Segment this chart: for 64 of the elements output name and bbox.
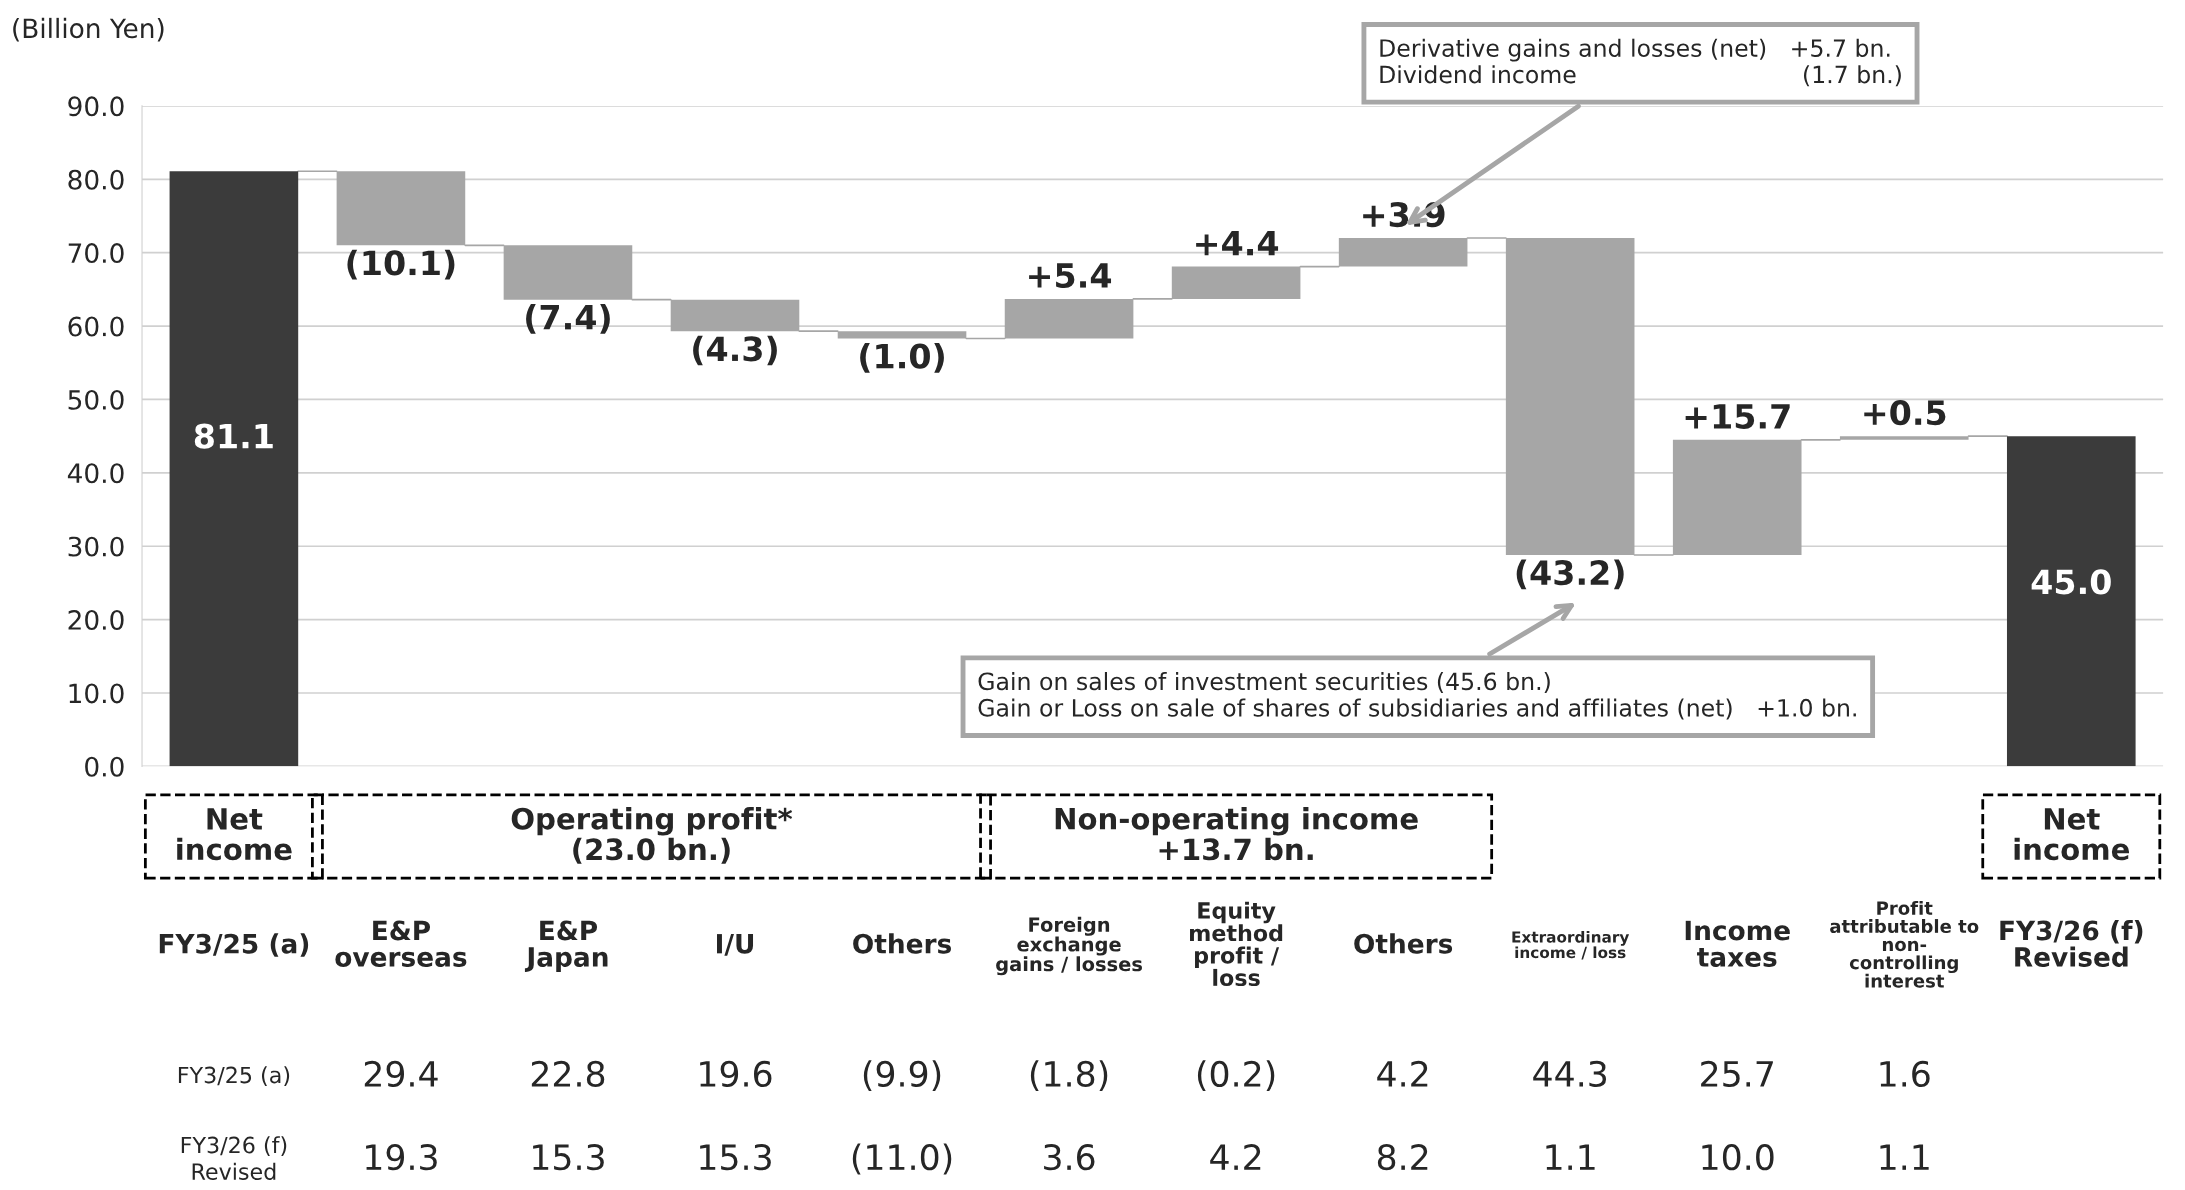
text: 29.4 xyxy=(364,1060,438,1088)
x-tick-label: Others xyxy=(853,933,952,954)
text: 4.2 xyxy=(1377,1060,1428,1087)
text: Net income xyxy=(177,808,292,861)
y-tick-label: 40.0 xyxy=(67,463,124,484)
text: 44.3 xyxy=(1533,1060,1607,1088)
data-label: +0.5 xyxy=(1864,400,1946,426)
data-label: +4.4 xyxy=(1196,230,1279,256)
text: 19.3 xyxy=(366,1144,437,1171)
text: 10.0 xyxy=(1702,1144,1774,1171)
y-tick-label: 50.0 xyxy=(68,389,124,410)
bar xyxy=(2006,436,2136,767)
text: 4.2 xyxy=(1210,1144,1261,1170)
data-label: +15.7 xyxy=(1685,404,1790,429)
y-tick-label: 10.0 xyxy=(69,683,124,704)
text: 8.2 xyxy=(1377,1144,1428,1171)
text: (11.0) xyxy=(852,1143,952,1175)
data-label: (10.1) xyxy=(347,249,455,280)
x-tick-label: Profit attributable to non- controlling interest xyxy=(1830,900,1979,988)
x-tick-label: FY3/25 (a) xyxy=(159,933,309,957)
x-tick-label: Foreign exchange gains / losses xyxy=(996,916,1142,976)
text: 3.6 xyxy=(1044,1144,1095,1171)
text: 1.1 xyxy=(1546,1144,1595,1170)
text: (9.9) xyxy=(863,1060,941,1092)
y-tick-label: 90.0 xyxy=(68,96,124,117)
text: 25.7 xyxy=(1701,1060,1773,1088)
text: 15.3 xyxy=(700,1144,771,1171)
text: 19.6 xyxy=(700,1060,772,1088)
data-label: (1.0) xyxy=(860,342,944,373)
y-tick-label: 60.0 xyxy=(68,316,124,337)
text: (0.2) xyxy=(1197,1060,1275,1092)
text: Derivative gains and losses (net) +5.7 bn. Dividend income (1.7 bn.) xyxy=(1380,38,1901,87)
x-tick-label: Equity method profit / loss xyxy=(1190,901,1283,987)
text: 1.1 xyxy=(1880,1144,1929,1170)
data-label: (43.2) xyxy=(1516,559,1624,590)
x-tick-label: FY3/26 (f) Revised xyxy=(2000,920,2143,967)
x-tick-label: I/U xyxy=(716,934,754,956)
text: 22.8 xyxy=(531,1060,605,1088)
text: FY3/26 (f) Revised xyxy=(181,1136,287,1180)
y-tick-label: 30.0 xyxy=(68,536,124,557)
data-label: (7.4) xyxy=(526,304,610,334)
text: 15.3 xyxy=(533,1144,604,1171)
text: 1.6 xyxy=(1880,1060,1930,1088)
data-label: (4.3) xyxy=(693,335,777,366)
x-tick-label: E&P overseas xyxy=(335,920,467,967)
x-tick-label: E&P Japan xyxy=(524,920,608,973)
annotation: Gain on sales of investment securities (45.6 bn.) Gain or Loss on sale of shares of subsidiaries and affiliates (net) +1.0 bn. xyxy=(978,672,1856,720)
y-tick-label: 70.0 xyxy=(68,243,124,264)
text: Net income xyxy=(2014,808,2129,861)
x-tick-label: Income taxes xyxy=(1685,920,1790,967)
text: (1.8) xyxy=(1030,1060,1108,1092)
x-tick-label: Others xyxy=(1354,933,1453,954)
y-tick-label: 20.0 xyxy=(68,610,124,630)
y-tick-label: 0.0 xyxy=(85,756,124,777)
y-tick-label: 80.0 xyxy=(68,169,124,190)
text: Operating profit* (23.0 bn.) xyxy=(511,807,793,864)
bar xyxy=(169,171,299,767)
x-tick-label: Extraordinary income / loss xyxy=(1512,930,1630,960)
data-label: 81.1 xyxy=(194,423,273,449)
data-label: +5.4 xyxy=(1029,263,1112,289)
text: FY3/25 (a) xyxy=(178,1066,290,1087)
y-axis-title: (Billion Yen) xyxy=(13,17,164,42)
text: Non-operating income +13.7 bn. xyxy=(1055,807,1418,861)
data-label: 45.0 xyxy=(2031,569,2111,595)
